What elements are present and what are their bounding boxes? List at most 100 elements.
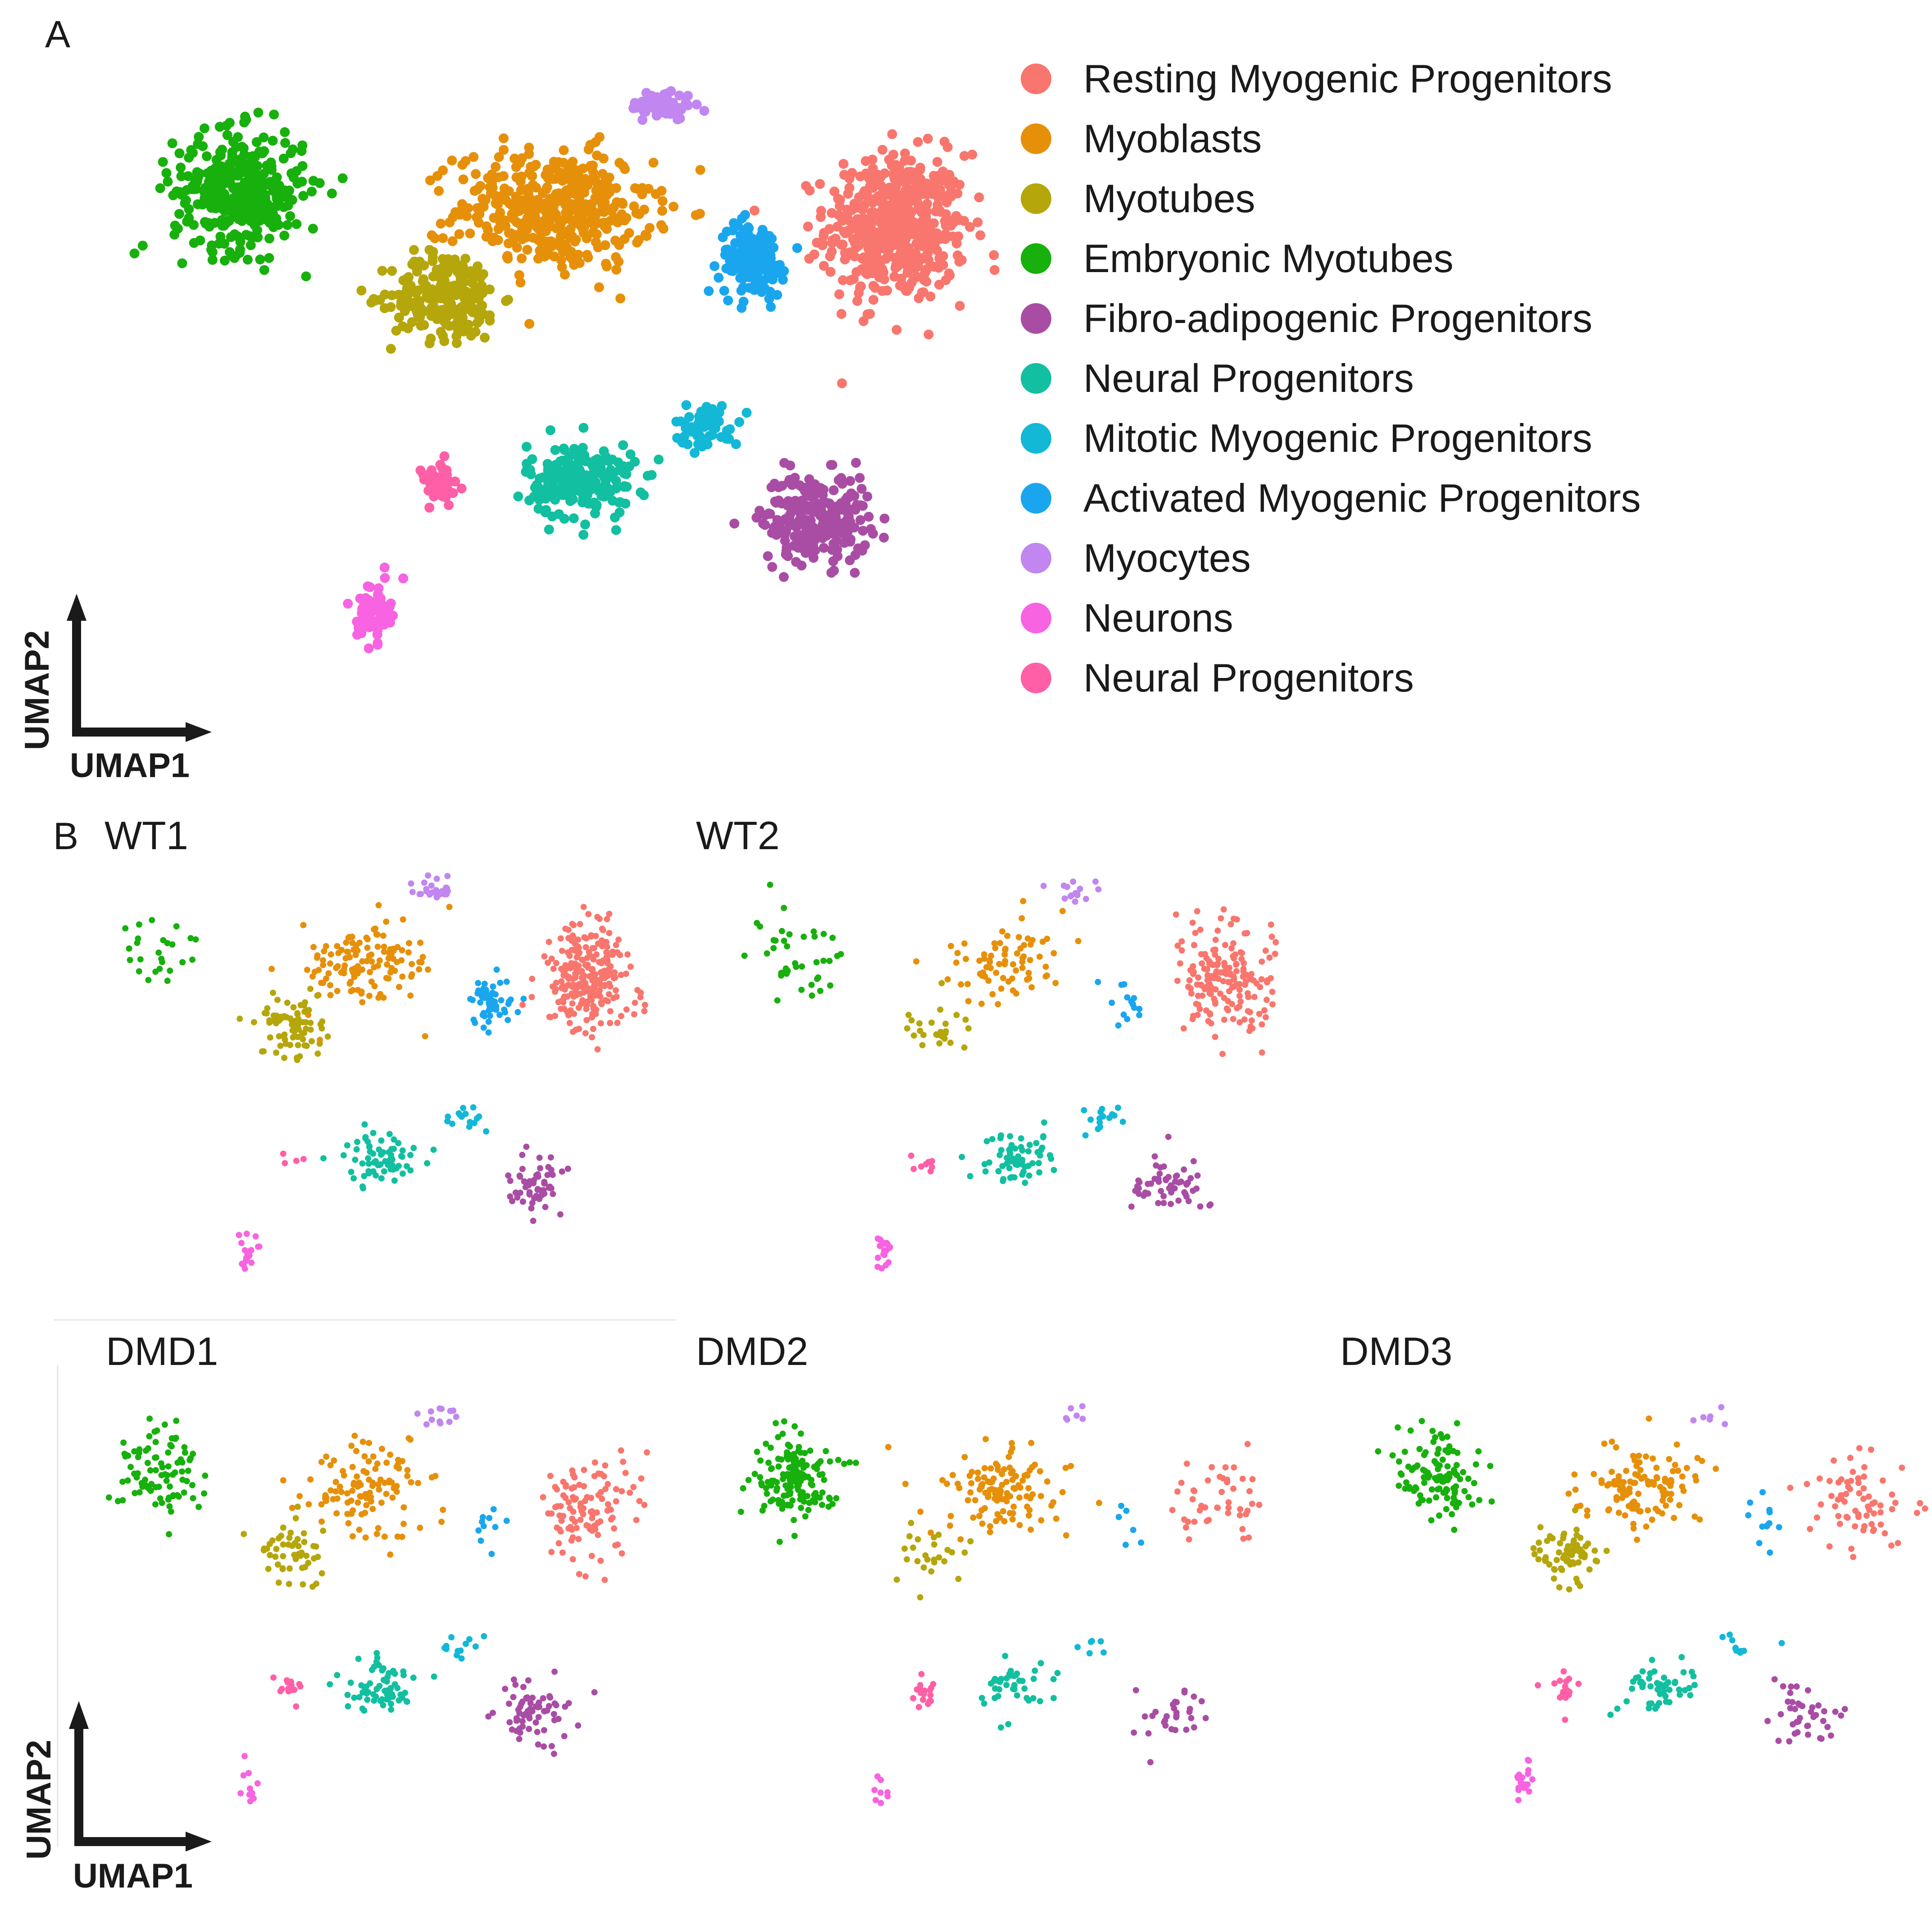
cell-point — [565, 975, 572, 982]
cell-point — [502, 1009, 509, 1016]
cell-point — [507, 1178, 514, 1184]
cell-point — [858, 205, 868, 215]
cell-point — [559, 145, 569, 155]
cell-point — [766, 302, 776, 312]
cell-point — [152, 1501, 159, 1508]
cell-point — [311, 969, 318, 975]
cell-point — [878, 218, 888, 228]
cell-point — [391, 1136, 397, 1143]
cell-point — [868, 295, 878, 305]
cell-point — [358, 988, 365, 995]
cell-point — [1225, 978, 1232, 985]
cell-point — [577, 443, 588, 453]
cell-point — [570, 993, 577, 1000]
cell-point — [281, 1055, 288, 1061]
cell-point — [352, 1156, 359, 1163]
cell-point — [630, 457, 640, 467]
cell-point — [622, 482, 632, 492]
cell-point — [520, 1683, 527, 1690]
cell-point — [391, 1165, 398, 1172]
cell-point — [943, 214, 953, 225]
cell-point — [147, 1487, 154, 1494]
cell-point — [741, 224, 751, 235]
cell-point — [754, 920, 760, 926]
cell-point — [586, 498, 597, 509]
cell-point — [871, 1787, 878, 1793]
cell-point — [332, 1478, 339, 1485]
cell-point — [1630, 1452, 1637, 1459]
cell-point — [556, 173, 567, 184]
cell-point — [293, 1157, 300, 1164]
cell-point — [386, 1131, 393, 1137]
cell-point — [519, 1151, 526, 1158]
cell-point — [535, 1173, 541, 1180]
cell-point — [1019, 964, 1026, 971]
cell-point — [444, 1118, 451, 1124]
cell-point — [613, 987, 619, 994]
cell-point — [558, 978, 565, 985]
cell-point — [550, 1191, 556, 1197]
cell-point — [295, 1543, 302, 1550]
cell-point — [551, 1700, 558, 1707]
cell-point — [1451, 1526, 1458, 1533]
cell-point — [1189, 919, 1196, 926]
cell-point — [1192, 929, 1199, 936]
cell-point — [1713, 1465, 1719, 1472]
cell-point — [1037, 1493, 1044, 1499]
cell-point — [923, 133, 933, 144]
cell-point — [416, 966, 423, 973]
cell-point — [545, 960, 551, 966]
cell-point — [184, 204, 194, 214]
cell-point — [1082, 1132, 1089, 1139]
cell-point — [423, 1421, 430, 1428]
cell-point — [524, 495, 534, 505]
cell-point — [866, 524, 876, 534]
cell-point — [364, 958, 370, 964]
cell-point — [1095, 886, 1102, 893]
cell-point — [335, 950, 342, 956]
cell-point — [294, 1011, 301, 1018]
cell-point — [229, 170, 240, 181]
cell-point — [967, 150, 977, 160]
cell-point — [139, 1483, 146, 1490]
cell-point — [546, 938, 552, 945]
cell-point — [1564, 1557, 1571, 1564]
cell-point — [595, 1470, 602, 1477]
cell-point — [201, 1490, 207, 1497]
cell-point — [554, 465, 564, 476]
cell-point — [541, 1708, 548, 1715]
cell-point — [511, 172, 522, 182]
cell-point — [570, 237, 580, 247]
cell-point — [1530, 1545, 1537, 1551]
cell-point — [1670, 1468, 1676, 1474]
cell-point — [136, 921, 142, 928]
cell-point — [301, 1029, 308, 1036]
cell-point — [1136, 1005, 1143, 1012]
cell-point — [727, 265, 737, 275]
cell-point — [565, 1499, 572, 1506]
cell-point — [576, 981, 583, 987]
cell-point — [827, 545, 837, 555]
cell-point — [449, 1120, 455, 1127]
cell-point — [266, 1019, 273, 1026]
cell-point — [1556, 1584, 1563, 1591]
cell-point — [393, 1464, 400, 1470]
cell-point — [557, 935, 564, 942]
cell-point — [921, 277, 932, 287]
cell-point — [1671, 1515, 1677, 1521]
cell-point — [470, 1016, 477, 1023]
cell-point — [778, 274, 788, 285]
cell-point — [1054, 1669, 1061, 1676]
cell-point — [601, 1577, 608, 1583]
cell-point — [739, 236, 749, 246]
cell-point — [391, 967, 398, 974]
cell-point — [402, 1689, 409, 1696]
cell-point — [263, 1010, 270, 1017]
cell-point — [1097, 1124, 1104, 1130]
cell-point — [1236, 1512, 1243, 1519]
cell-point — [250, 210, 260, 221]
cell-point — [610, 236, 620, 246]
cell-point — [1074, 1644, 1081, 1651]
cell-point — [1237, 1506, 1244, 1513]
cell-point — [1115, 1105, 1121, 1111]
